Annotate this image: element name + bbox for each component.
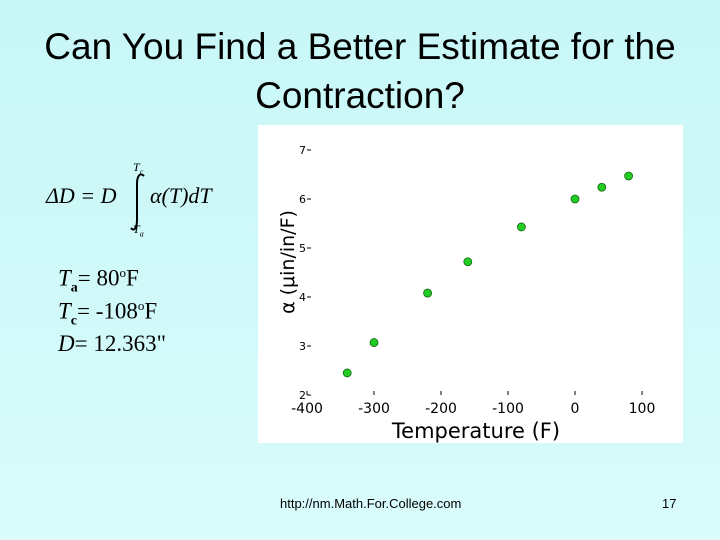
parameter-symbol: T — [58, 265, 71, 291]
limit-symbol: T — [133, 160, 140, 174]
x-axis-label: Temperature (F) — [391, 419, 560, 443]
x-tick-label: -400 — [291, 401, 323, 417]
limit-sub: c — [139, 167, 144, 177]
parameter-line: D= 12.363" — [58, 331, 166, 357]
chart-panel — [258, 125, 683, 443]
formula-integrand: α(T)dT — [150, 183, 212, 208]
lower-limit: Ta — [133, 222, 144, 238]
y-tick-label: 4 — [299, 291, 306, 304]
point — [517, 222, 526, 232]
point — [342, 368, 352, 378]
parameter-sup: o — [137, 298, 145, 313]
x-tick-label: 100 — [629, 401, 656, 417]
parameter-unit: F — [126, 265, 139, 291]
y-axis-label: α (μin/in/F) — [277, 210, 299, 314]
x-tick-label: -200 — [425, 401, 457, 417]
integral-sign — [130, 173, 145, 231]
upper-limit: Tc — [133, 160, 143, 176]
point — [570, 194, 580, 204]
x-tick-label: 0 — [571, 401, 580, 417]
y-tick-label: 3 — [299, 340, 306, 353]
formula-lhs: ΔD = D — [46, 183, 117, 208]
limit-symbol: T — [133, 222, 140, 236]
parameter-sup: o — [119, 265, 127, 280]
parameter-symbol: D — [58, 331, 75, 356]
y-tick-label: 6 — [299, 193, 306, 206]
parameter-line: Ta= 80oF — [58, 265, 139, 296]
parameter-text: = -108 — [77, 298, 138, 324]
parameter-unit: F — [144, 298, 158, 324]
parameter-line: Tc= -108oF — [58, 298, 157, 329]
point — [463, 257, 473, 267]
limit-sub: a — [139, 229, 144, 239]
point — [597, 182, 607, 192]
slide-title: Can You Find a Better Estimate for the C… — [44, 26, 676, 116]
y-tick-label: 2 — [299, 389, 306, 402]
y-tick-label: 7 — [299, 144, 306, 157]
parameter-text: = 12.363" — [74, 331, 166, 356]
parameter-sub: c — [70, 313, 78, 329]
parameter-sub: a — [70, 280, 78, 296]
page-number: 17 — [662, 496, 677, 511]
footer-url: http://nm.Math.For.College.com — [280, 496, 462, 511]
x-tick-label: -300 — [358, 401, 390, 417]
point — [369, 338, 379, 347]
point — [423, 288, 433, 298]
y-tick-label: 5 — [299, 242, 306, 255]
point — [624, 171, 633, 181]
parameter-text: = 80 — [77, 265, 120, 291]
parameter-symbol: T — [58, 298, 71, 324]
x-tick-label: -100 — [492, 401, 524, 417]
